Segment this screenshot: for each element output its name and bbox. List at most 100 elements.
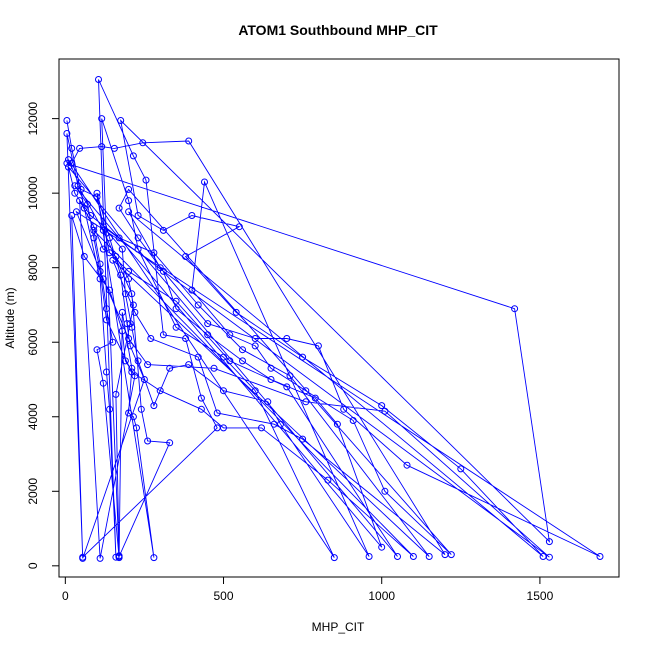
data-point: [144, 437, 152, 445]
data-point: [213, 409, 221, 417]
data-point: [129, 301, 137, 309]
data-point: [220, 353, 227, 361]
data-point: [140, 376, 148, 383]
data-point: [95, 76, 102, 83]
y-tick-label: 12000: [26, 102, 40, 136]
data-point: [267, 376, 275, 383]
data-point: [106, 405, 114, 413]
data-point: [79, 554, 87, 562]
data-point: [115, 234, 123, 242]
data-point: [330, 554, 338, 562]
data-point: [267, 364, 275, 372]
data-point: [251, 342, 259, 350]
data-point: [128, 323, 136, 331]
data-point: [90, 226, 98, 234]
data-point: [194, 353, 202, 361]
y-tick-label: 0: [26, 562, 40, 569]
data-point: [84, 200, 91, 208]
data-point: [159, 331, 167, 339]
data-point: [121, 357, 129, 365]
data-point: [194, 301, 202, 309]
data-point: [185, 361, 193, 369]
data-point: [150, 402, 158, 410]
data-point: [96, 267, 104, 275]
data-point: [112, 390, 120, 398]
data-point: [226, 357, 234, 365]
data-point: [166, 439, 174, 447]
data-point: [134, 234, 142, 242]
data-point: [251, 335, 259, 342]
data-point: [340, 405, 348, 413]
data-point: [204, 331, 212, 339]
data-point: [142, 176, 150, 184]
data-point: [150, 554, 158, 562]
data-point: [302, 387, 310, 395]
data-point: [172, 305, 180, 313]
data-point: [220, 424, 227, 432]
data-point: [125, 335, 133, 342]
data-point: [159, 226, 167, 234]
data-point: [220, 387, 227, 395]
y-tick-label: 6000: [26, 329, 40, 356]
data-point: [545, 538, 553, 546]
data-point: [110, 144, 118, 152]
data-point: [106, 249, 114, 257]
data-point: [185, 137, 193, 145]
data-point: [125, 208, 133, 216]
data-point: [378, 543, 386, 551]
data-point: [123, 320, 131, 328]
data-point: [125, 409, 133, 417]
y-tick-label: 2000: [26, 478, 40, 505]
data-point: [365, 553, 373, 560]
data-point: [77, 185, 85, 193]
data-point: [93, 193, 101, 201]
data-point: [147, 335, 155, 342]
data-point: [425, 553, 433, 560]
data-point: [188, 286, 196, 294]
data-point: [201, 178, 208, 186]
data-point: [139, 139, 147, 147]
data-point: [103, 316, 110, 324]
y-tick-label: 10000: [26, 176, 40, 210]
x-axis-label: MHP_CIT: [312, 620, 365, 634]
data-point: [129, 413, 137, 421]
data-point: [129, 152, 137, 160]
data-point: [447, 551, 455, 559]
data-point: [299, 435, 307, 443]
data-point: [126, 320, 134, 328]
data-point: [283, 383, 291, 391]
data-point: [99, 379, 107, 387]
data-point: [115, 204, 123, 212]
data-point: [232, 308, 240, 316]
data-point: [96, 275, 104, 283]
data-point: [133, 424, 140, 432]
data-point: [226, 331, 234, 339]
data-point: [403, 461, 411, 469]
data-point: [197, 405, 205, 413]
chart-title: ATOM1 Southbound MHP_CIT: [238, 22, 438, 38]
data-point: [93, 189, 101, 197]
data-point: [68, 212, 76, 219]
data-point: [134, 212, 142, 219]
data-point: [394, 553, 401, 560]
data-point: [68, 144, 76, 152]
data-point: [117, 117, 125, 124]
data-point: [277, 420, 284, 428]
data-point: [125, 185, 133, 193]
data-point: [109, 338, 117, 346]
y-tick-label: 8000: [26, 254, 40, 281]
data-point: [125, 275, 133, 283]
data-point: [63, 130, 71, 137]
data-point: [131, 372, 139, 380]
data-point: [324, 476, 332, 484]
data-point: [545, 553, 553, 561]
data-point: [311, 394, 319, 402]
data-point: [144, 361, 152, 369]
data-point: [511, 305, 519, 313]
data-point: [251, 387, 259, 395]
plot-frame: [58, 58, 620, 578]
data-point: [172, 297, 180, 305]
data-point: [159, 267, 167, 275]
data-point: [182, 335, 190, 342]
